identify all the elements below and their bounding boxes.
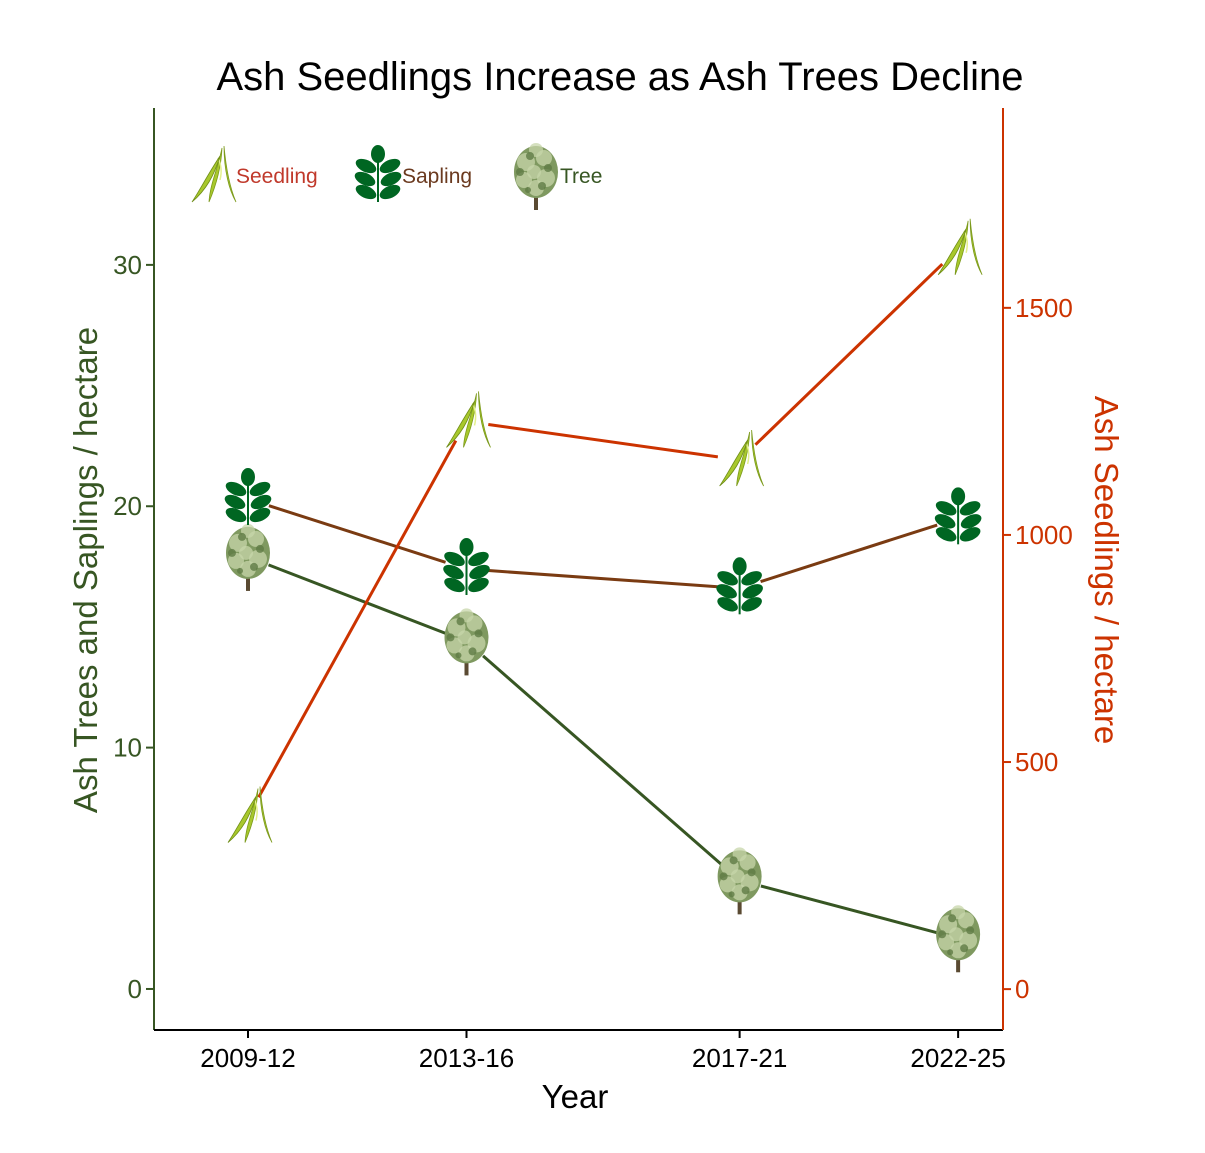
seedling-point xyxy=(227,786,273,843)
tree-line-segment xyxy=(482,654,725,867)
series-markers xyxy=(224,218,983,973)
sapling-point xyxy=(716,557,763,615)
seedling-point xyxy=(937,218,983,276)
tree-point xyxy=(444,608,489,676)
left-y-tick-label: 10 xyxy=(113,733,142,763)
legend: Seedling Sapling Tree xyxy=(191,143,602,210)
x-axis-title: Year xyxy=(542,1078,609,1115)
tree-point xyxy=(717,847,762,915)
x-axis-ticks: 2009-12 2013-16 2017-21 2022-25 xyxy=(200,1030,1006,1073)
left-y-axis-title: Ash Trees and Saplings / hectare xyxy=(67,327,104,813)
left-y-axis-ticks: 0 10 20 30 xyxy=(113,250,154,1004)
sapling-point xyxy=(443,538,490,595)
right-y-axis-title: Ash Seedlings / hectare xyxy=(1088,396,1125,745)
legend-label-tree: Tree xyxy=(560,165,602,188)
seedling-line-segment xyxy=(488,422,719,459)
legend-label-seedling: Seedling xyxy=(236,165,318,188)
sapling-line-segment xyxy=(760,523,938,584)
left-y-tick-label: 30 xyxy=(113,250,142,280)
right-y-tick-label: 1500 xyxy=(1015,293,1073,323)
tree-icon xyxy=(514,143,558,210)
sapling-line-segment xyxy=(268,504,447,564)
seedling-point xyxy=(446,391,491,448)
right-y-axis-ticks: 0 500 1000 1500 xyxy=(1003,293,1073,1004)
x-tick-label: 2017-21 xyxy=(692,1043,787,1073)
legend-label-sapling: Sapling xyxy=(402,165,472,188)
x-tick-label: 2013-16 xyxy=(419,1043,514,1073)
seedling-line-segment xyxy=(257,439,458,799)
sapling-point xyxy=(224,468,272,526)
seedling-point xyxy=(719,429,764,487)
series-lines xyxy=(257,263,944,935)
tree-line-segment xyxy=(760,884,938,935)
x-tick-label: 2009-12 xyxy=(200,1043,295,1073)
seedling-icon xyxy=(191,145,237,203)
right-y-tick-label: 1000 xyxy=(1015,520,1073,550)
sapling-icon xyxy=(354,145,402,202)
chart-title: Ash Seedlings Increase as Ash Trees Decl… xyxy=(216,55,1023,99)
x-tick-label: 2022-25 xyxy=(910,1043,1005,1073)
sapling-point xyxy=(934,487,982,545)
tree-line-segment xyxy=(267,563,447,635)
right-y-tick-label: 500 xyxy=(1015,747,1058,777)
seedling-line-segment xyxy=(754,263,944,446)
right-y-tick-label: 0 xyxy=(1015,974,1029,1004)
tree-point xyxy=(226,523,270,591)
sapling-line-segment xyxy=(488,569,718,589)
left-y-tick-label: 20 xyxy=(113,491,142,521)
tree-point xyxy=(936,905,981,973)
plot-frame xyxy=(153,108,1004,1031)
left-y-tick-label: 0 xyxy=(128,974,142,1004)
